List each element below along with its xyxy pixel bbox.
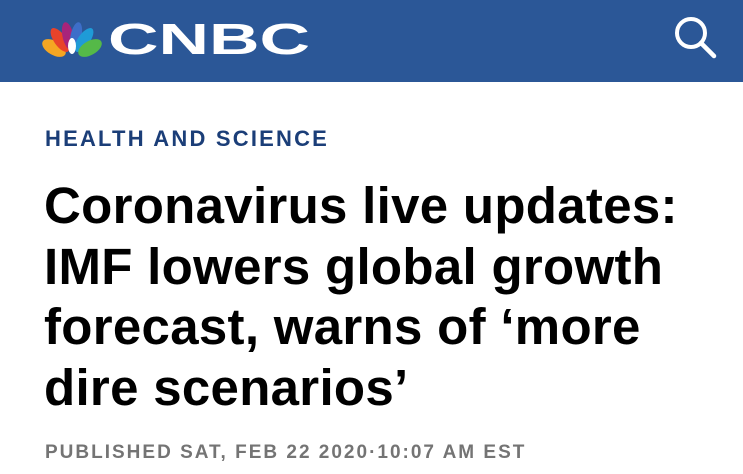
headline: Coronavirus live updates: IMF lowers glob… <box>44 176 678 418</box>
search-icon[interactable] <box>672 14 718 60</box>
peacock <box>42 22 102 57</box>
section-label[interactable]: HEALTH AND SCIENCE <box>45 126 330 151</box>
headline-line: forecast, warns of ‘more <box>44 298 641 355</box>
logo[interactable]: CNBC <box>40 14 320 64</box>
published-date: PUBLISHED SAT, FEB 22 2020·10:07 AM EST <box>45 442 527 463</box>
top-bar: CNBC <box>0 0 743 82</box>
headline-line: dire scenarios’ <box>44 358 409 416</box>
headline-line: Coronavirus live updates: <box>44 177 678 234</box>
logo-text: CNBC <box>108 15 310 64</box>
headline-line: IMF lowers global growth <box>44 237 664 295</box>
